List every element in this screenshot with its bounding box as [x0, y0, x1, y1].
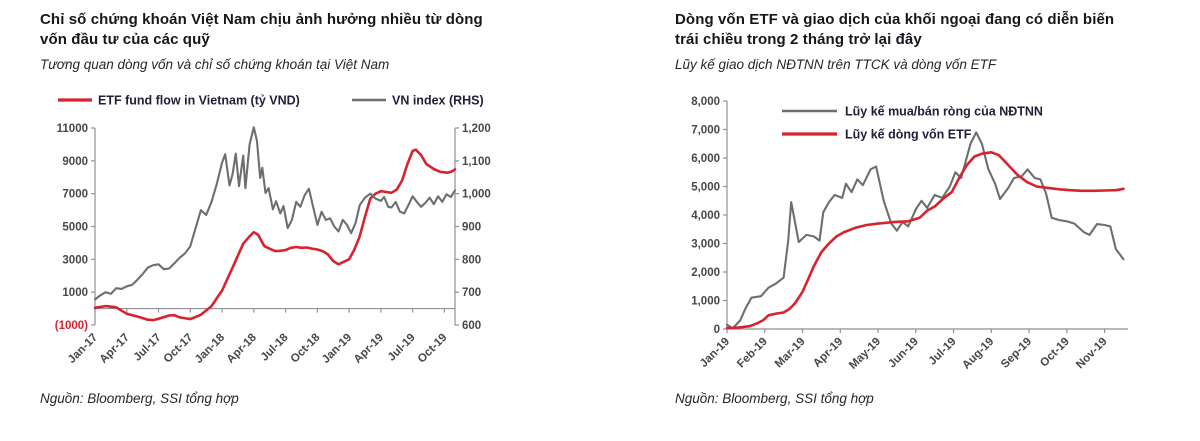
foreign-net-cumulative-legend-label: Lũy kế mua/bán ròng của NĐTNN [845, 105, 1043, 119]
left-chart: 11000 9000 7000 5000 3000 1000 (1000) 1,200 1,10… [55, 94, 491, 366]
etf-flow-cumulative-legend-label: Lũy kế dòng vốn ETF [845, 128, 972, 142]
y-axis-tick-label: 7,000 [691, 125, 720, 137]
x-axis-tick-label: Apr-17 [98, 332, 132, 366]
y-axis-tick-label: 5,000 [691, 182, 720, 194]
x-axis-tick-label: Jul-18 [259, 331, 291, 363]
x-axis-tick-label: Jan-19 [320, 332, 354, 366]
left-chart-subtitle: Tương quan dòng vốn và chỉ số chứng khoá… [40, 57, 390, 72]
right-chart-source: Nguồn: Bloomberg, SSI tổng hợp [675, 391, 874, 406]
vn-index-line [93, 126, 457, 301]
y-axis-tick-label: 700 [462, 287, 481, 299]
x-axis-tick-label: Jun-19 [886, 336, 921, 371]
y-axis-tick-label: 6,000 [691, 153, 720, 165]
y-axis-tick-label: 1,000 [691, 296, 720, 308]
x-axis-tick-label: Apr-19 [811, 336, 845, 370]
x-axis-tick-label: Jan-19 [698, 336, 732, 370]
x-axis-tick-label: Mar-19 [773, 336, 808, 371]
etf-fund-flow-legend-label: ETF fund flow in Vietnam (tỷ VND) [98, 94, 300, 108]
x-axis-tick-label: Oct-18 [289, 331, 323, 365]
x-axis-tick-label: Apr-18 [225, 331, 260, 366]
x-axis-tick-label: Nov-19 [1074, 336, 1110, 372]
x-axis-tick-label: Sep-19 [999, 336, 1034, 371]
x-axis-tick-label: Aug-19 [960, 336, 996, 372]
x-axis-tick-label: Jan-18 [193, 331, 228, 366]
y-axis-tick-label: 1,100 [462, 156, 491, 168]
etf-flow-cumulative-line [725, 151, 1125, 330]
etf-fund-flow-line [93, 148, 457, 322]
x-axis-tick-label: May-19 [847, 336, 883, 372]
x-axis-tick-label: Jul-17 [132, 332, 164, 364]
x-axis-tick-label: Oct-19 [1038, 336, 1072, 370]
left-chart-panel: Chỉ số chứng khoán Việt Nam chịu ảnh hưở… [40, 10, 540, 406]
left-chart-source: Nguồn: Bloomberg, SSI tổng hợp [40, 391, 239, 406]
x-axis-tick-label: Apr-19 [352, 332, 386, 366]
y-axis-tick-label: 3,000 [691, 239, 720, 251]
y-axis-tick-label: 9000 [62, 156, 88, 168]
y-axis-tick-label: 4,000 [691, 210, 720, 222]
y-axis-tick-label: 600 [462, 320, 481, 332]
y-axis-tick-label: 1,200 [462, 123, 491, 135]
x-axis-tick-label: Oct-19 [416, 332, 450, 366]
y-axis-tick-label: 0 [714, 324, 720, 336]
vn-index-legend-label: VN index (RHS) [392, 94, 484, 108]
x-axis-tick-label: Jul-19 [386, 332, 418, 364]
right-chart-subtitle: Lũy kế giao dịch NĐTNN trên TTCK và dòng… [675, 57, 997, 72]
y-axis-tick-label: (1000) [55, 320, 88, 332]
y-axis-tick-label: 1,000 [462, 189, 491, 201]
y-axis-tick-label: 800 [462, 254, 481, 266]
right-chart: 8,000 7,000 6,000 5,000 4,000 3,000 2,000 1,000… [691, 96, 1128, 372]
y-axis-tick-label: 8,000 [691, 96, 720, 108]
x-axis-tick-label: Oct-17 [162, 332, 196, 366]
right-chart-panel: Dòng vốn ETF và giao dịch của khối ngoại… [675, 10, 1180, 406]
y-axis-tick-label: 5000 [62, 222, 88, 234]
y-axis-tick-label: 3000 [62, 254, 88, 266]
x-axis-tick-label: Feb-19 [735, 336, 770, 371]
x-axis-tick-label: Jul-19 [927, 336, 959, 368]
y-axis-tick-label: 11000 [57, 123, 88, 135]
foreign-net-cumulative-line [725, 131, 1125, 330]
x-axis-tick-label: Jan-17 [66, 332, 100, 366]
y-axis-tick-label: 7000 [62, 189, 88, 201]
right-chart-title: Dòng vốn ETF và giao dịch của khối ngoại… [675, 11, 1115, 48]
y-axis-tick-label: 1000 [62, 287, 88, 299]
y-axis-tick-label: 2,000 [691, 267, 720, 279]
y-axis-tick-label: 900 [462, 222, 481, 234]
left-chart-title: Chỉ số chứng khoán Việt Nam chịu ảnh hưở… [40, 11, 483, 48]
